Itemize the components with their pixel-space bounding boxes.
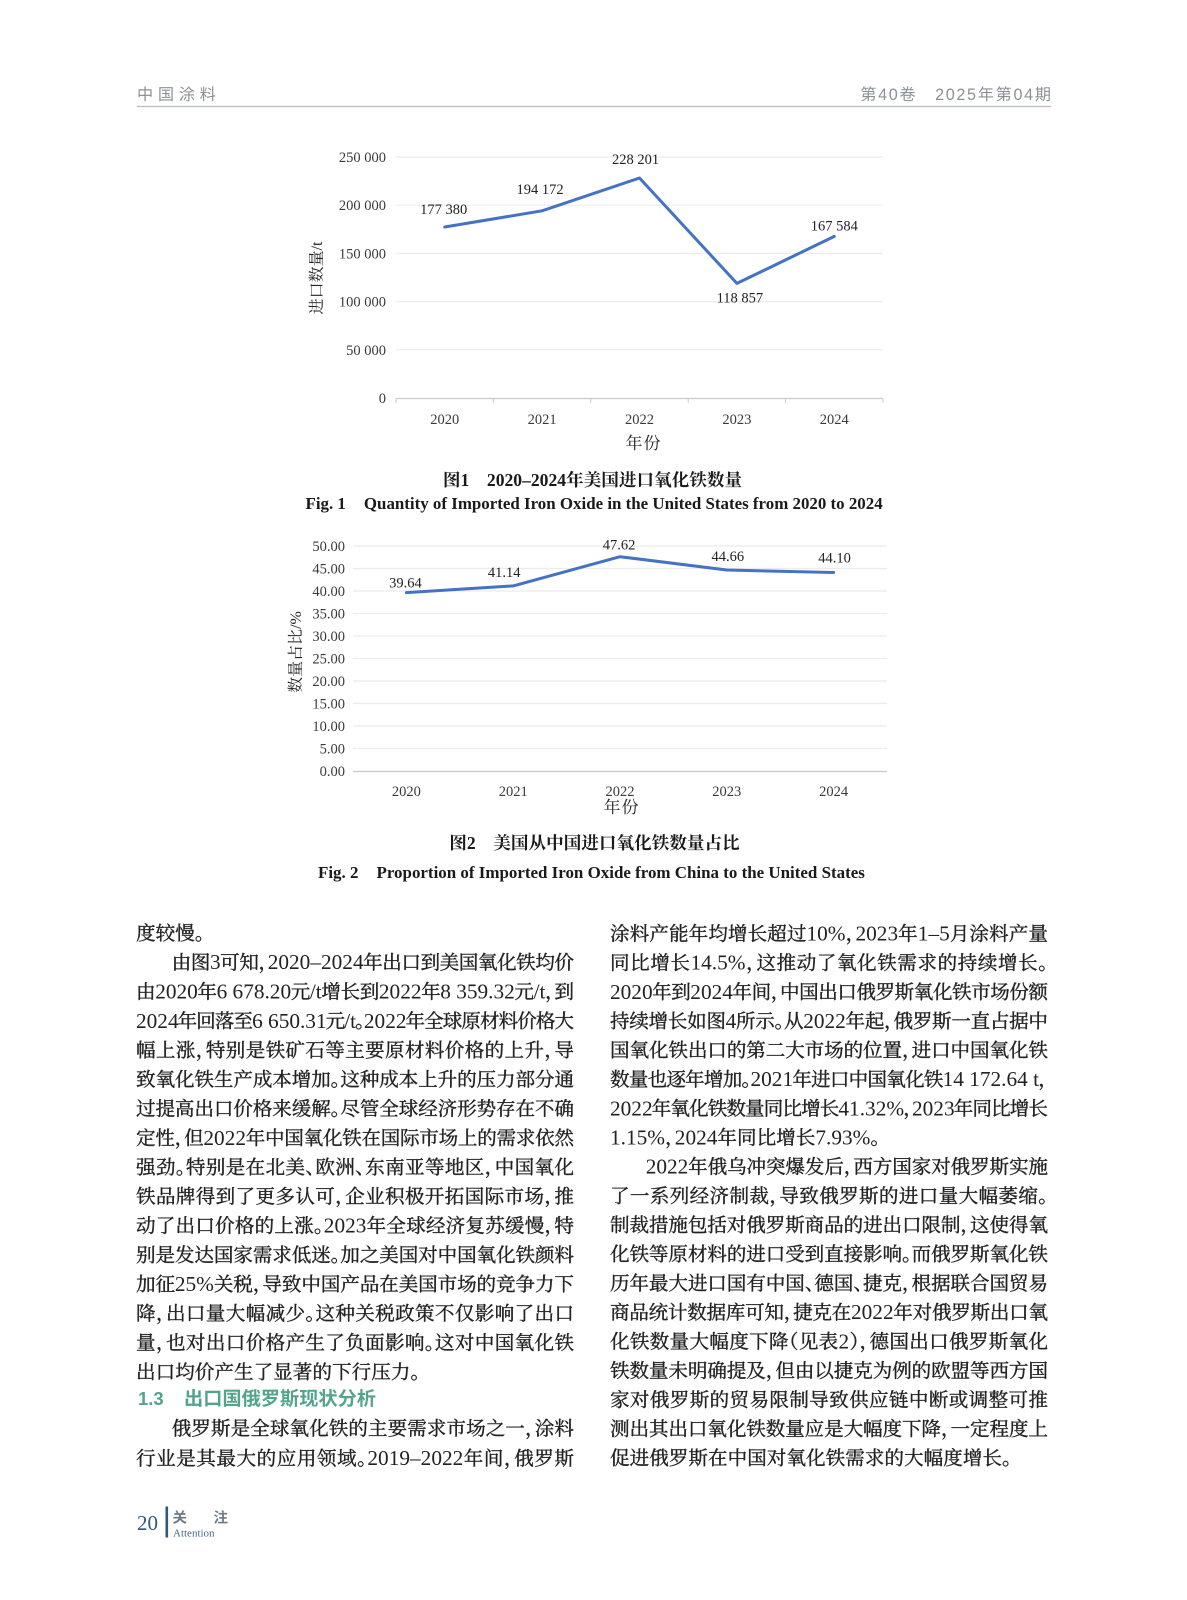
svg-text:47.62: 47.62 xyxy=(603,538,636,554)
svg-text:20.00: 20.00 xyxy=(312,674,345,690)
svg-text:194 172: 194 172 xyxy=(517,182,564,198)
svg-text:25.00: 25.00 xyxy=(312,652,345,668)
svg-text:35.00: 35.00 xyxy=(312,607,345,623)
svg-text:167 584: 167 584 xyxy=(811,218,859,234)
svg-text:2: 2 xyxy=(467,833,476,853)
svg-text:177 380: 177 380 xyxy=(420,202,467,218)
svg-text:41.14: 41.14 xyxy=(488,565,521,581)
svg-text:2022: 2022 xyxy=(851,1300,894,1324)
svg-text:Fig. 2: Fig. 2 xyxy=(318,863,358,882)
svg-text:2020: 2020 xyxy=(610,980,653,1004)
svg-text:/%: /% xyxy=(288,611,305,629)
svg-text:50.00: 50.00 xyxy=(312,539,345,555)
svg-text:10%: 10% xyxy=(807,922,846,946)
svg-text:39.64: 39.64 xyxy=(389,576,422,592)
svg-text:2: 2 xyxy=(839,1329,850,1353)
svg-text:100 000: 100 000 xyxy=(339,295,386,311)
svg-text:2022: 2022 xyxy=(364,1009,407,1033)
svg-text:41.32%: 41.32% xyxy=(838,1096,904,1120)
svg-text:40: 40 xyxy=(878,86,899,104)
svg-text:2023: 2023 xyxy=(324,1214,367,1238)
svg-text:2020: 2020 xyxy=(155,980,198,1004)
svg-text:4: 4 xyxy=(726,1009,737,1033)
svg-text:/t: /t xyxy=(309,241,326,250)
svg-text:2020: 2020 xyxy=(392,784,421,800)
svg-text:2022: 2022 xyxy=(606,784,635,800)
svg-text:2022: 2022 xyxy=(646,1155,689,1179)
svg-text:118 857: 118 857 xyxy=(717,290,764,306)
svg-text:2023: 2023 xyxy=(912,1096,955,1120)
svg-text:2023: 2023 xyxy=(722,412,751,428)
svg-text:/t: /t xyxy=(344,1009,356,1033)
svg-text:40.00: 40.00 xyxy=(312,584,345,600)
svg-text:Quantity of Imported Iron Oxid: Quantity of Imported Iron Oxide in the U… xyxy=(364,494,883,513)
svg-text:2023: 2023 xyxy=(856,922,899,946)
svg-text:3: 3 xyxy=(210,950,221,974)
svg-text:228 201: 228 201 xyxy=(612,152,659,168)
svg-text:Proportion of Imported Iron Ox: Proportion of Imported Iron Oxide from C… xyxy=(377,863,866,882)
svg-text:Attention: Attention xyxy=(173,1528,215,1540)
svg-text:2021: 2021 xyxy=(751,1067,794,1091)
svg-text:25%: 25% xyxy=(175,1272,214,1296)
svg-text:2022: 2022 xyxy=(610,1096,653,1120)
svg-text:10.00: 10.00 xyxy=(312,719,345,735)
svg-text:2024: 2024 xyxy=(136,1009,179,1033)
svg-text:150 000: 150 000 xyxy=(339,246,386,262)
svg-text:2020–2024: 2020–2024 xyxy=(487,470,566,490)
svg-text:30.00: 30.00 xyxy=(312,629,345,645)
svg-text:14 172.64 t: 14 172.64 t xyxy=(943,1067,1039,1091)
svg-text:2022: 2022 xyxy=(379,980,422,1004)
svg-text:0.00: 0.00 xyxy=(320,764,345,780)
svg-text:45.00: 45.00 xyxy=(312,562,345,578)
svg-text:2021: 2021 xyxy=(528,412,557,428)
svg-text:6 650.31: 6 650.31 xyxy=(252,1009,327,1033)
svg-text:1–5: 1–5 xyxy=(918,922,950,946)
svg-text:200 000: 200 000 xyxy=(339,198,386,214)
svg-text:2024: 2024 xyxy=(675,1125,718,1149)
svg-text:Fig. 1: Fig. 1 xyxy=(306,494,346,513)
svg-text:15.00: 15.00 xyxy=(312,697,345,713)
svg-text:250 000: 250 000 xyxy=(339,150,386,166)
svg-text:2019–2022: 2019–2022 xyxy=(367,1446,463,1470)
svg-text:2024: 2024 xyxy=(820,412,850,428)
svg-text:2024: 2024 xyxy=(819,784,849,800)
svg-text:5.00: 5.00 xyxy=(320,742,345,758)
svg-text:20: 20 xyxy=(137,1511,158,1535)
svg-text:2022: 2022 xyxy=(625,412,654,428)
svg-text:/t: /t xyxy=(534,980,546,1004)
svg-text:50 000: 50 000 xyxy=(346,343,386,359)
svg-text:2020–2024: 2020–2024 xyxy=(268,950,364,974)
svg-text:8 359.32: 8 359.32 xyxy=(440,980,515,1004)
svg-text:6 678.20: 6 678.20 xyxy=(217,980,292,1004)
svg-text:1.15%: 1.15% xyxy=(610,1125,665,1149)
svg-text:44.10: 44.10 xyxy=(818,551,851,567)
svg-text:2022: 2022 xyxy=(203,1126,246,1150)
svg-text:2021: 2021 xyxy=(499,784,528,800)
svg-text:7.93%: 7.93% xyxy=(815,1125,870,1149)
svg-text:04: 04 xyxy=(1014,86,1035,104)
svg-text:/t: /t xyxy=(310,980,322,1004)
svg-text:2024: 2024 xyxy=(690,980,733,1004)
svg-text:1: 1 xyxy=(461,470,470,490)
svg-text:2025: 2025 xyxy=(935,86,978,104)
svg-text:44.66: 44.66 xyxy=(711,549,744,565)
svg-text:2022: 2022 xyxy=(803,1009,846,1033)
svg-text:14.5%: 14.5% xyxy=(691,951,746,975)
svg-text:2020: 2020 xyxy=(430,412,459,428)
svg-text:0: 0 xyxy=(379,391,386,407)
svg-text:1.3: 1.3 xyxy=(138,1388,164,1409)
svg-text:2023: 2023 xyxy=(712,784,741,800)
